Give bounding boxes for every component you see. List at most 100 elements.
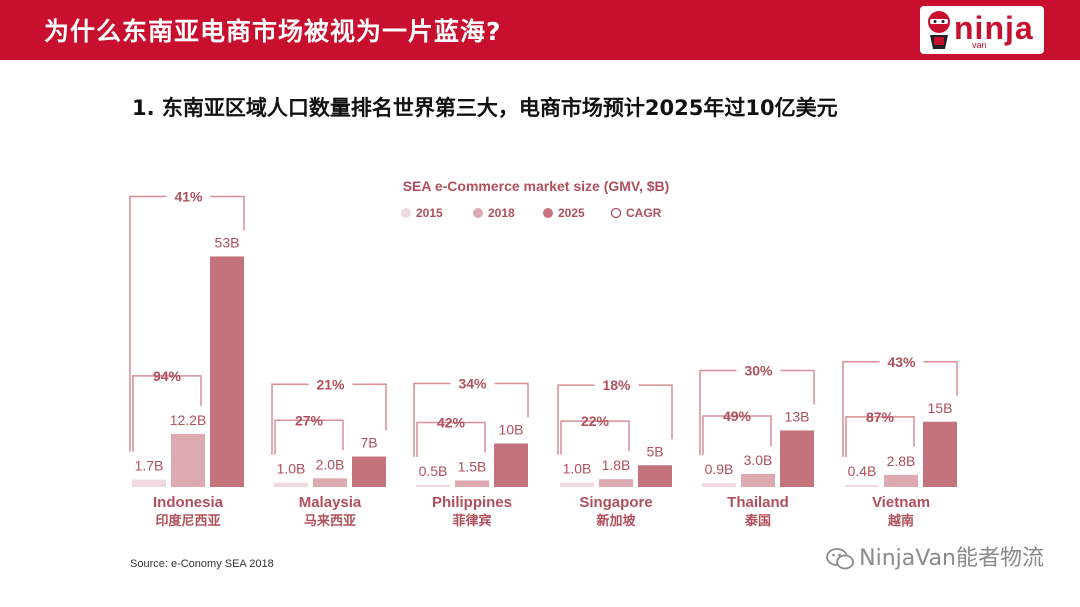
ninja-mascot-icon (928, 11, 950, 49)
bar-value-label: 2.8B (887, 453, 916, 469)
cagr-short-label: 42% (437, 414, 466, 430)
country-name: Indonesia (153, 494, 224, 511)
bar-philippines-2015 (416, 484, 450, 487)
country-group-indonesia: 1.7B 12.2B 53B 94% 41% Indonesia 印度尼西亚 (129, 188, 245, 529)
country-name: Malaysia (299, 494, 362, 511)
bar-value-label: 1.7B (135, 458, 164, 474)
cagr-label-bg (308, 376, 353, 393)
country-name: Vietnam (872, 494, 930, 511)
country-name: Singapore (579, 494, 652, 511)
watermark-text: NinjaVan能者物流 (859, 546, 1044, 571)
cagr-label-bg (166, 188, 211, 205)
legend-swatch-2015 (401, 208, 411, 218)
bar-philippines-2025 (494, 443, 528, 487)
bar-singapore-2015 (560, 482, 594, 487)
cagr-label-bg (736, 362, 781, 379)
bar-value-label: 1.0B (277, 461, 306, 477)
bar-value-label: 0.4B (848, 463, 877, 479)
bar-thailand-2018 (741, 473, 775, 487)
country-name-cn: 泰国 (744, 513, 771, 529)
header-bar: 为什么东南亚电商市场被视为一片蓝海? ninja van (0, 0, 1080, 60)
bar-value-label: 1.0B (563, 461, 592, 477)
bar-value-label: 15B (928, 400, 953, 416)
legend-label: 2025 (558, 206, 585, 220)
cagr-long-label: 30% (744, 362, 773, 378)
country-name-cn: 马来西亚 (304, 513, 356, 529)
cagr-short-label: 49% (723, 408, 752, 424)
cagr-label-bg (879, 353, 924, 370)
country-group-thailand: 0.9B 3.0B 13B 49% 30% Thailand 泰国 (699, 362, 815, 529)
page-title: 为什么东南亚电商市场被视为一片蓝海? (44, 17, 502, 46)
cagr-short-label: 94% (153, 368, 182, 384)
wechat-icon (826, 548, 855, 570)
cagr-bracket-short (702, 415, 772, 456)
legend-swatch-2018 (473, 208, 483, 218)
cagr-short-label: 87% (866, 409, 895, 425)
bar-value-label: 53B (215, 234, 240, 250)
cagr-bracket-short (416, 421, 486, 457)
cagr-long-label: 34% (458, 376, 487, 392)
bar-value-label: 1.5B (458, 458, 487, 474)
bar-vietnam-2018 (884, 474, 918, 487)
bar-value-label: 0.9B (705, 461, 734, 477)
bar-malaysia-2018 (313, 478, 347, 487)
legend-swatch-2025 (543, 208, 553, 218)
country-group-philippines: 0.5B 1.5B 10B 42% 34% Philippines 菲律宾 (413, 375, 529, 529)
cagr-long-label: 18% (602, 377, 631, 393)
bar-indonesia-2015 (132, 479, 166, 487)
bar-indonesia-2025 (210, 256, 244, 487)
cagr-long-label: 43% (887, 354, 916, 370)
cagr-bracket-short (132, 375, 202, 452)
cagr-long-label: 21% (316, 376, 345, 392)
country-name-cn: 新加坡 (596, 513, 636, 529)
legend-label: CAGR (626, 206, 662, 220)
country-name-cn: 菲律宾 (452, 513, 491, 529)
bar-singapore-2025 (638, 465, 672, 487)
legend-label: 2015 (416, 206, 443, 220)
cagr-bracket-short (274, 419, 344, 455)
bar-value-label: 7B (360, 435, 377, 451)
country-name-cn: 印度尼西亚 (155, 513, 220, 529)
chart-title: SEA e-Commerce market size (GMV, $B) (403, 178, 670, 194)
bar-value-label: 0.5B (419, 463, 448, 479)
source-note: Source: e-Conomy SEA 2018 (130, 558, 274, 570)
bar-malaysia-2025 (352, 456, 386, 487)
legend-swatch-cagr (610, 207, 622, 219)
country-group-singapore: 1.0B 1.8B 5B 22% 18% Singapore 新加坡 (557, 377, 673, 529)
country-group-malaysia: 1.0B 2.0B 7B 27% 21% Malaysia 马来西亚 (271, 376, 387, 529)
chart-legend: 2015 2018 2025 CAGR (401, 206, 662, 220)
cagr-short-label: 27% (295, 412, 324, 428)
watermark: NinjaVan能者物流 (825, 540, 1044, 572)
bar-philippines-2018 (455, 480, 489, 487)
cagr-short-label: 22% (581, 413, 610, 429)
legend-label: 2018 (488, 206, 515, 220)
cagr-label-bg (594, 377, 639, 394)
logo-sub: van (972, 40, 987, 50)
country-group-vietnam: 0.4B 2.8B 15B 87% 43% Vietnam 越南 (842, 353, 958, 529)
cagr-long-label: 41% (174, 188, 203, 204)
country-name: Thailand (727, 494, 789, 511)
bar-value-label: 10B (499, 422, 524, 438)
bar-value-label: 12.2B (170, 412, 207, 428)
bar-value-label: 13B (785, 408, 810, 424)
logo-text: ninja (954, 10, 1034, 46)
bar-value-label: 5B (646, 443, 663, 459)
bar-value-label: 3.0B (744, 452, 773, 468)
bar-thailand-2025 (780, 430, 814, 487)
bar-singapore-2018 (599, 479, 633, 487)
cagr-label-bg (450, 375, 495, 392)
bar-vietnam-2025 (923, 421, 957, 487)
bar-thailand-2015 (702, 483, 736, 487)
cagr-bracket-short (845, 416, 915, 457)
country-name: Philippines (432, 494, 512, 511)
chart-groups: 1.7B 12.2B 53B 94% 41% Indonesia 印度尼西亚 1.0B 2.0B… (129, 188, 958, 529)
cagr-bracket-short (560, 420, 630, 455)
bar-malaysia-2015 (274, 482, 308, 487)
ninja-van-logo: ninja van (920, 6, 1044, 54)
slide-subtitle: 1. 东南亚区域人口数量排名世界第三大，电商市场预计2025年过10亿美元 (132, 96, 838, 120)
bar-indonesia-2018 (171, 433, 205, 487)
bar-vietnam-2015 (845, 485, 879, 487)
country-name-cn: 越南 (887, 513, 914, 529)
bar-value-label: 2.0B (316, 456, 345, 472)
